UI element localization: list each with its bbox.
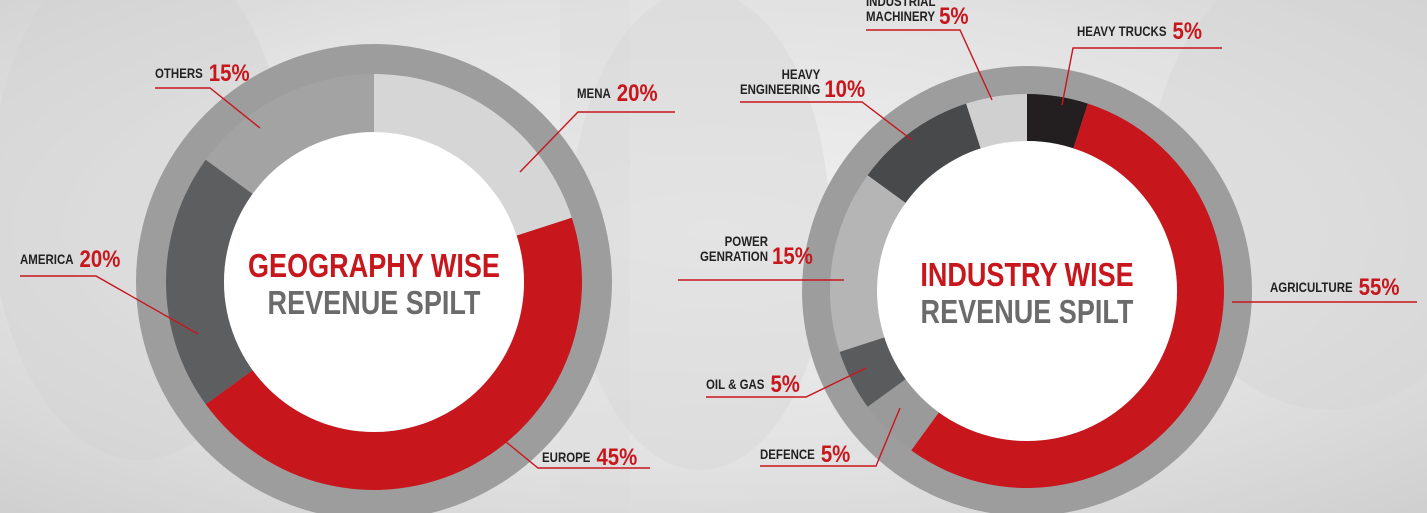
industry-title-line1: INDUSTRY WISE [920,258,1133,294]
label-name-heavy-engineering-line1: HEAVY [782,66,821,82]
geography-segments [165,73,583,491]
label-value-oil-and-gas: 5% [770,370,800,397]
segment-heavy-trucks [1027,94,1088,149]
label-europe: EUROPE 45% [499,436,650,470]
leader-line-mena [519,111,675,173]
label-value-industrial-machinery: 5% [939,2,969,29]
leader-line-europe [499,436,650,469]
label-name-heavy-trucks: HEAVY TRUCKS [1077,23,1167,39]
label-value-power-genration: 15% [772,242,813,269]
label-name-others: OTHERS [155,65,203,81]
label-value-defence: 5% [821,440,851,467]
industry-donut-chart: INDUSTRY WISE REVENUE SPILT HEAVY TRUCKS… [678,0,1417,513]
label-value-agriculture: 55% [1359,273,1400,300]
geography-title-line2: REVENUE SPILT [268,286,481,322]
label-name-agriculture: AGRICULTURE [1270,279,1353,295]
leader-line-heavy-trucks [1061,47,1222,106]
label-name-industrial-machinery-line1: INDUSTRIAL [866,0,936,9]
geography-labels: MENA 20% EUROPE 45% AMERICA 20% OTHERS 15% [20,59,675,470]
segment-power-genration [830,175,906,352]
geography-title-line1: GEOGRAPHY WISE [248,249,500,285]
geography-donut-chart: GEOGRAPHY WISE REVENUE SPILT MENA 20% EURO… [20,44,675,513]
industry-labels: HEAVY TRUCKS 5%AGRICULTURE 55%DEFENCE 5%OIL… [678,0,1417,467]
segment-others [205,73,374,194]
label-name-heavy-engineering-line2: ENGINEERING [740,81,820,97]
label-name-europe: EUROPE [542,449,591,465]
segment-industrial-machinery [966,94,1027,149]
label-agriculture: AGRICULTURE 55% [1232,273,1417,303]
leader-line-defence [760,407,901,467]
segment-defence [867,379,939,451]
label-value-europe: 45% [596,443,637,470]
label-value-others: 15% [209,59,250,86]
label-value-heavy-engineering: 10% [824,75,865,102]
industry-title-line2: REVENUE SPILT [921,295,1134,331]
label-name-power-genration-line1: POWER [725,233,768,249]
leader-line-america [20,275,199,335]
label-value-america: 20% [80,245,121,272]
label-name-america: AMERICA [20,251,74,267]
label-mena: MENA 20% [519,79,675,173]
geography-center-disc [224,132,524,432]
label-america: AMERICA 20% [20,245,199,335]
segment-oil-and-gas [839,337,906,407]
leader-line-industrial-machinery [866,29,993,101]
segment-europe [205,217,583,491]
industry-segments [830,94,1224,488]
segment-agriculture [911,103,1224,488]
label-name-defence: DEFENCE [760,446,815,462]
label-oil-and-gas: OIL & GAS 5% [706,367,867,398]
label-name-power-genration-line2: GENRATION [700,248,768,264]
industry-center-disc [877,141,1177,441]
leader-line-oil-and-gas [706,367,867,398]
label-value-heavy-trucks: 5% [1172,17,1202,44]
leader-line-heavy-engineering [740,101,913,141]
segment-america [165,159,253,405]
label-defence: DEFENCE 5% [760,407,901,467]
label-name-industrial-machinery-line2: MACHINERY [866,8,935,24]
label-name-oil-and-gas: OIL & GAS [706,376,765,392]
label-name-mena: MENA [577,85,611,101]
segment-heavy-engineering [867,103,981,203]
label-heavy-trucks: HEAVY TRUCKS 5% [1061,17,1222,106]
label-others: OTHERS 15% [155,59,261,129]
leader-line-others [155,87,261,129]
label-value-mena: 20% [617,79,658,106]
segment-mena [374,74,572,236]
